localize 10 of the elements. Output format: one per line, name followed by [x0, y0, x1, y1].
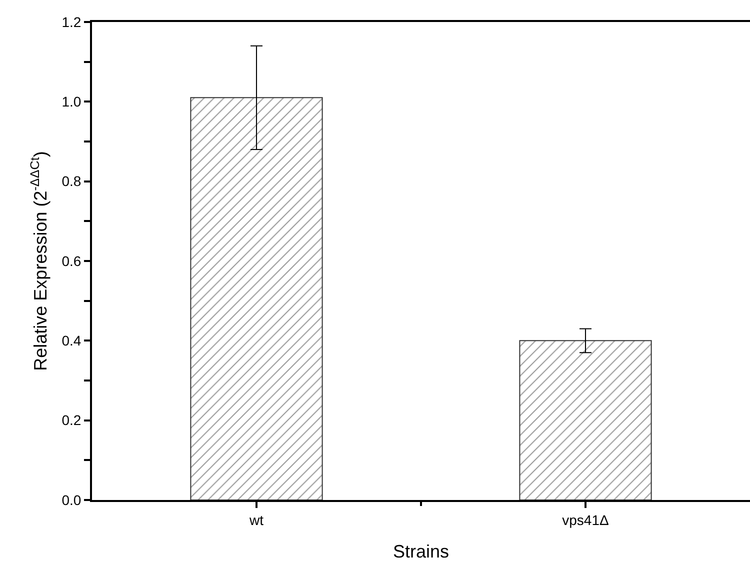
x-tick-label: wt — [248, 512, 264, 528]
x-axis-title: Strains — [392, 541, 450, 562]
x-tick-label: vps41Δ — [562, 512, 609, 528]
y-tick-label: 0.4 — [62, 332, 82, 349]
y-tick-label: 0.0 — [62, 492, 82, 508]
y-tick-label: 1.0 — [62, 94, 82, 110]
y-tick-label: 0.2 — [62, 412, 82, 428]
y-tick-label: 0.6 — [62, 252, 82, 269]
y-tick-label: 1.2 — [62, 14, 82, 30]
y-tick-label: 0.8 — [62, 173, 82, 190]
